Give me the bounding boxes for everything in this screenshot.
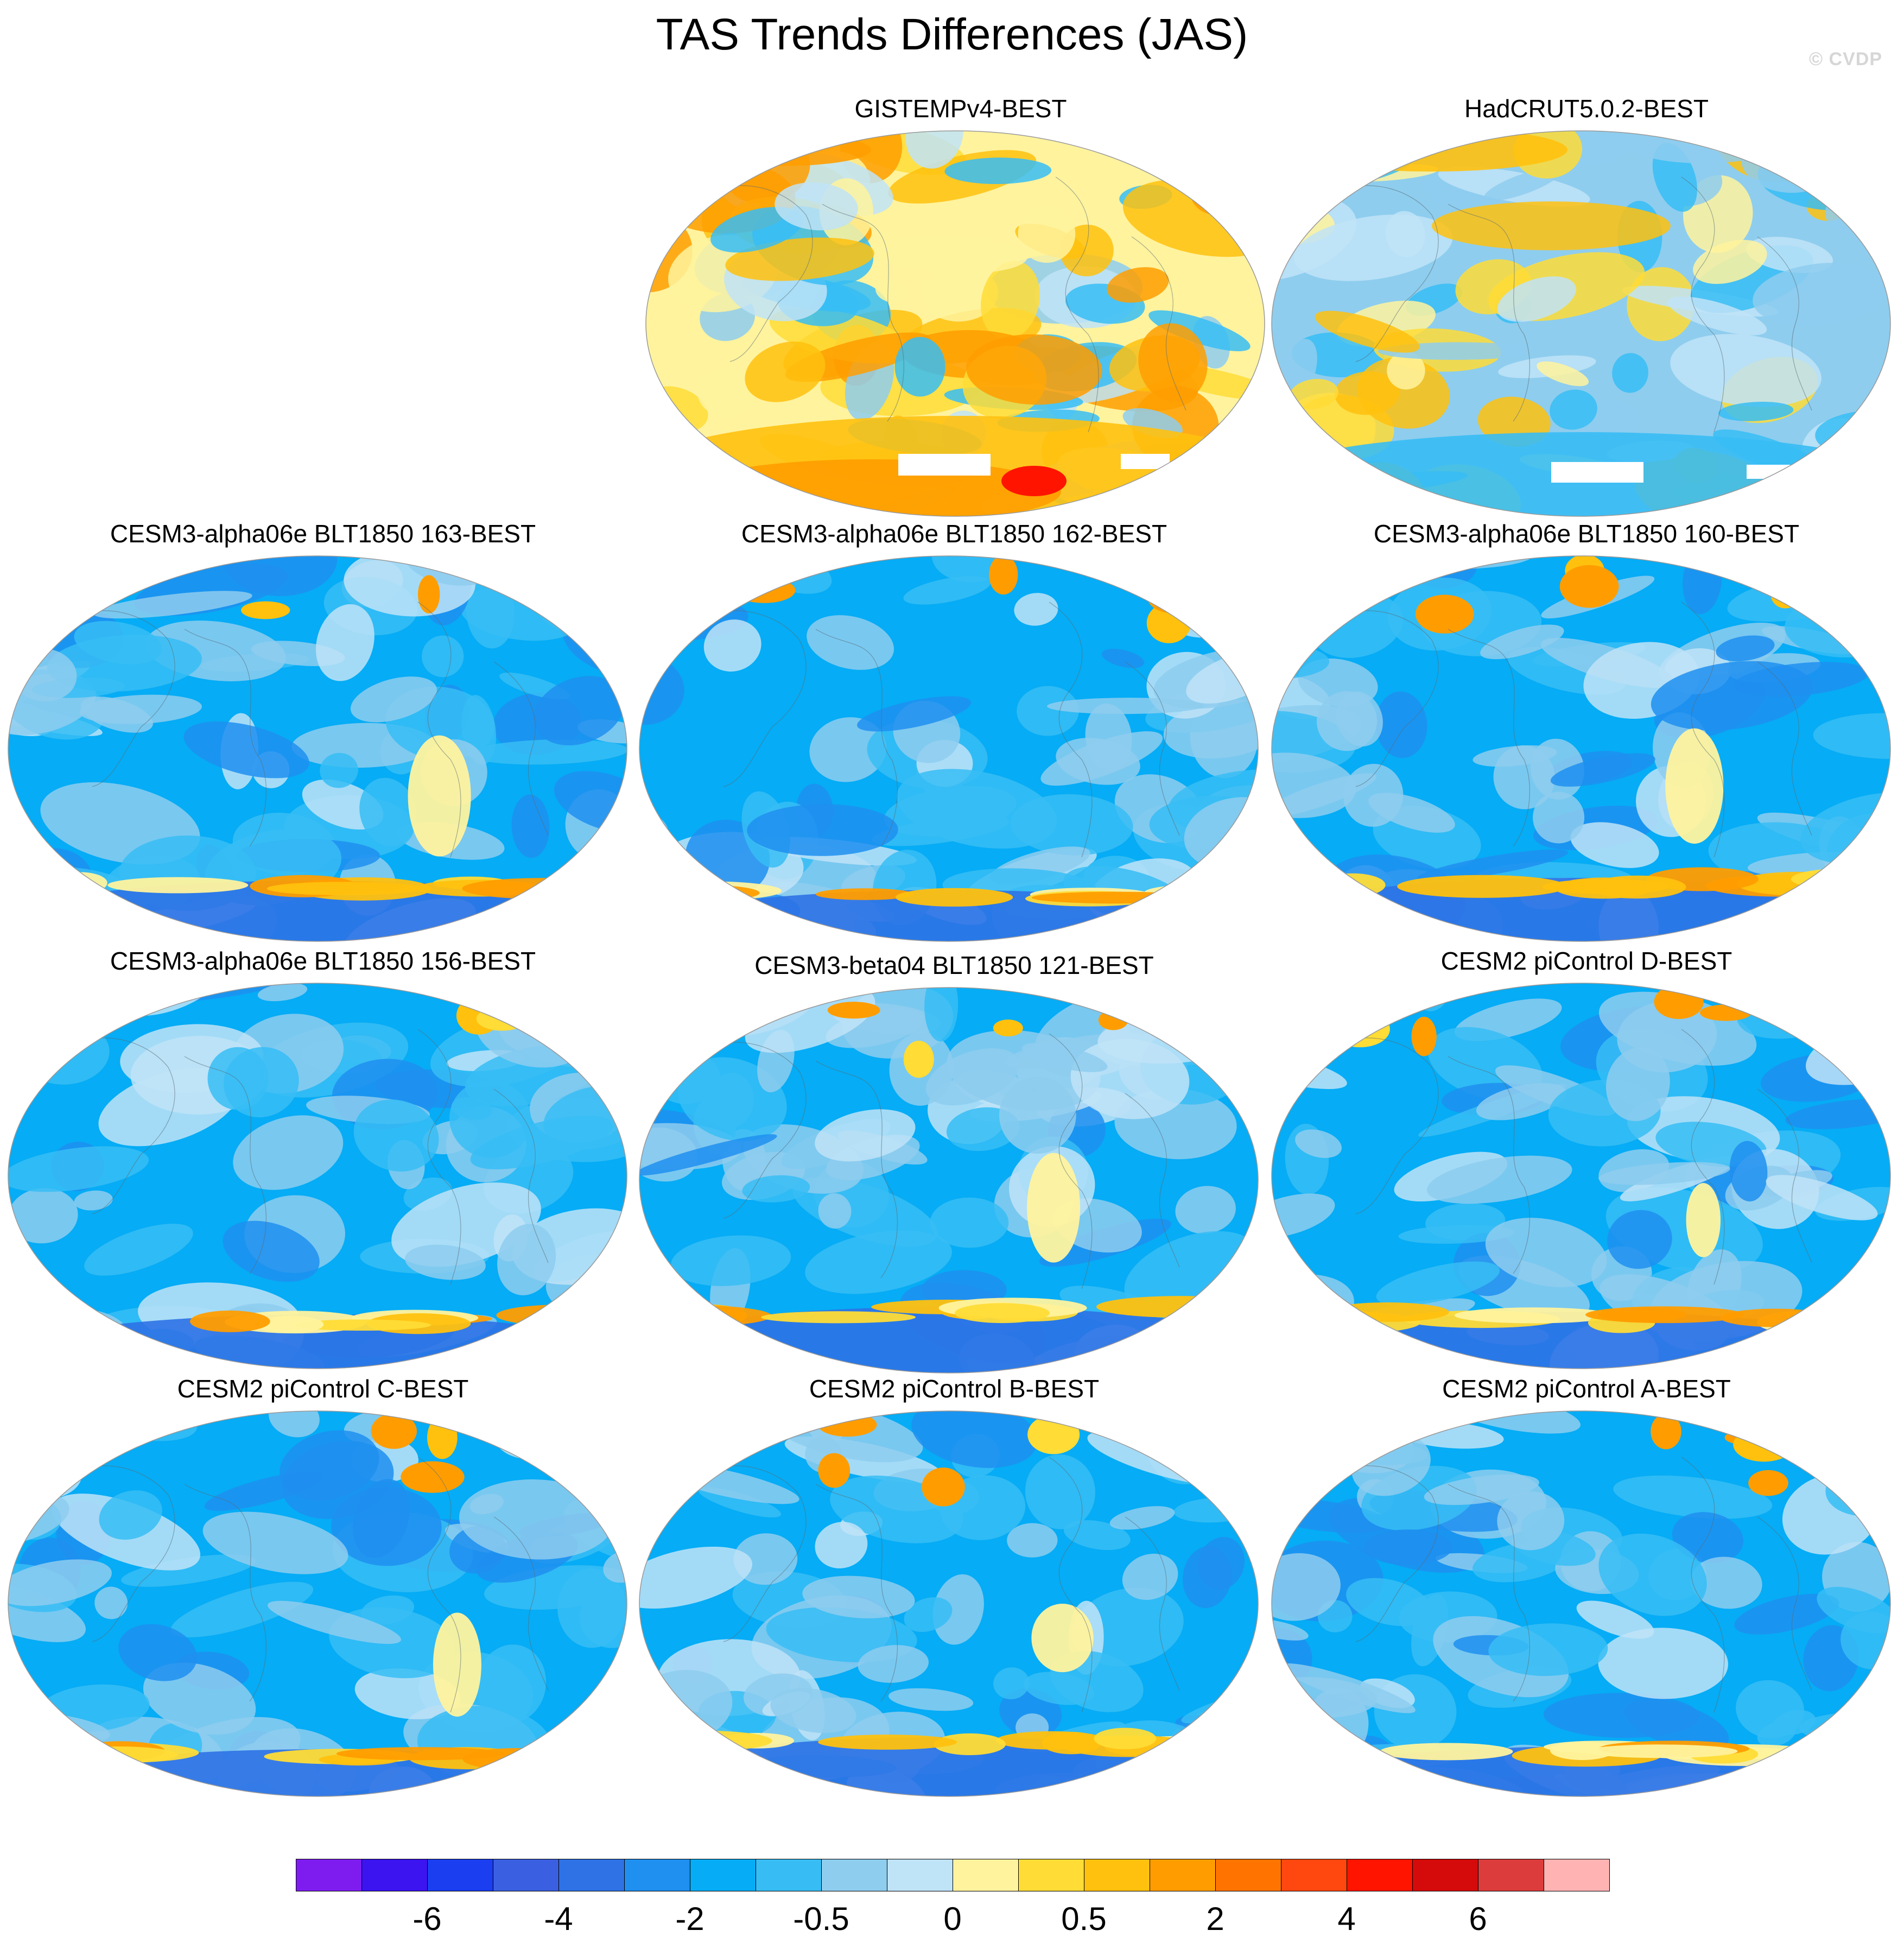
colorbar-tick-label: 6 bbox=[1469, 1901, 1487, 1937]
panel-cesm3-162: CESM3-alpha06e BLT1850 162-BEST bbox=[637, 518, 1272, 942]
panel-cesm2-d: CESM2 piControl D-BEST bbox=[1269, 946, 1904, 1369]
panel-hadcrut: HadCRUT5.0.2-BEST bbox=[1269, 93, 1904, 517]
colorbar-bin bbox=[558, 1859, 625, 1891]
map-cesm3-163 bbox=[8, 555, 627, 942]
colorbar-tick-label: 2 bbox=[1206, 1901, 1224, 1937]
panel-title: CESM3-alpha06e BLT1850 156-BEST bbox=[110, 947, 536, 975]
map-cesm2-b bbox=[639, 1410, 1259, 1797]
panel-cesm2-a: CESM2 piControl A-BEST bbox=[1269, 1374, 1904, 1797]
panel-title: CESM2 piControl A-BEST bbox=[1442, 1375, 1731, 1403]
colorbar-bin bbox=[1478, 1859, 1544, 1891]
map-field bbox=[646, 131, 1265, 516]
map-gistemp bbox=[645, 130, 1265, 517]
figure-title: TAS Trends Differences (JAS) bbox=[656, 10, 1248, 59]
panel-title: CESM3-alpha06e BLT1850 160-BEST bbox=[1373, 520, 1800, 548]
colorbar-bin bbox=[953, 1859, 1019, 1891]
panel-cesm2-c: CESM2 piControl C-BEST bbox=[5, 1374, 640, 1797]
colorbar-tick-label: 0 bbox=[943, 1901, 962, 1937]
colorbar-bin bbox=[1150, 1859, 1216, 1891]
panel-cesm3-156: CESM3-alpha06e BLT1850 156-BEST bbox=[5, 946, 640, 1369]
map-cesm3-156 bbox=[8, 983, 627, 1369]
colorbar-tick-label: 4 bbox=[1337, 1901, 1356, 1937]
colorbar bbox=[296, 1859, 1610, 1893]
colorbar-bin bbox=[756, 1859, 822, 1891]
panel-cesm2-b: CESM2 piControl B-BEST bbox=[637, 1374, 1272, 1797]
map-cesm2-d bbox=[1271, 983, 1891, 1369]
colorbar-bin bbox=[1412, 1859, 1478, 1891]
colorbar-bin bbox=[1281, 1859, 1347, 1891]
colorbar-tick-label: -4 bbox=[544, 1901, 573, 1937]
map-field bbox=[8, 983, 627, 1369]
panel-title: HadCRUT5.0.2-BEST bbox=[1464, 94, 1709, 123]
colorbar-tick-label: -2 bbox=[675, 1901, 705, 1937]
colorbar-tick-label: -6 bbox=[412, 1901, 442, 1937]
colorbar-bin bbox=[624, 1859, 690, 1891]
colorbar-bin bbox=[427, 1859, 493, 1891]
panel-cesm3-beta-121: CESM3-beta04 BLT1850 121-BEST bbox=[637, 950, 1272, 1374]
colorbar-bin bbox=[493, 1859, 559, 1891]
colorbar-bin bbox=[296, 1859, 362, 1891]
panel-title: CESM2 piControl B-BEST bbox=[809, 1375, 1100, 1403]
map-cesm2-a bbox=[1271, 1410, 1891, 1797]
colorbar-bin bbox=[1347, 1859, 1413, 1891]
colorbar-tick-label: 0.5 bbox=[1061, 1901, 1107, 1937]
panel-gistemp: GISTEMPv4-BEST bbox=[643, 93, 1278, 517]
colorbar-bin bbox=[1215, 1859, 1281, 1891]
colorbar-bin bbox=[690, 1859, 756, 1891]
panel-title: CESM3-alpha06e BLT1850 163-BEST bbox=[110, 520, 536, 548]
map-cesm3-beta-121 bbox=[639, 987, 1259, 1374]
map-field bbox=[8, 556, 627, 941]
colorbar-bin bbox=[1544, 1859, 1610, 1891]
map-cesm3-160 bbox=[1271, 555, 1891, 942]
colorbar-bin bbox=[887, 1859, 953, 1891]
watermark: © CVDP bbox=[1809, 49, 1882, 69]
panel-title: CESM2 piControl C-BEST bbox=[177, 1375, 469, 1403]
colorbar-bin bbox=[1084, 1859, 1150, 1891]
colorbar-bin bbox=[361, 1859, 428, 1891]
panel-title: CESM3-alpha06e BLT1850 162-BEST bbox=[741, 520, 1167, 548]
panel-title: CESM3-beta04 BLT1850 121-BEST bbox=[754, 951, 1154, 979]
colorbar-bin bbox=[1018, 1859, 1084, 1891]
panel-cesm3-163: CESM3-alpha06e BLT1850 163-BEST bbox=[5, 518, 640, 942]
colorbar-tick-label: -0.5 bbox=[793, 1901, 849, 1937]
map-field bbox=[1272, 983, 1890, 1369]
map-hadcrut bbox=[1271, 130, 1891, 517]
panel-cesm3-160: CESM3-alpha06e BLT1850 160-BEST bbox=[1269, 518, 1904, 942]
map-cesm3-162 bbox=[639, 555, 1259, 942]
map-cesm2-c bbox=[8, 1410, 627, 1797]
colorbar-bin bbox=[821, 1859, 887, 1891]
panel-title: GISTEMPv4-BEST bbox=[854, 94, 1067, 123]
panel-title: CESM2 piControl D-BEST bbox=[1440, 947, 1732, 975]
